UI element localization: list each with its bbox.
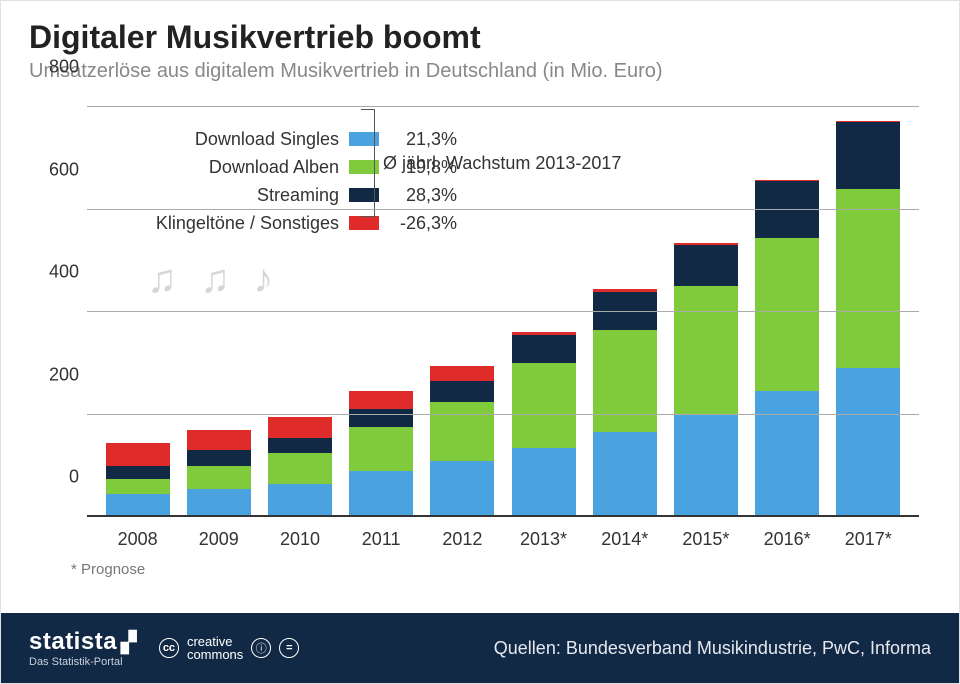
gridline [87,311,919,312]
bar-stack [512,332,576,517]
bar-group [106,443,170,517]
bar-stack [268,417,332,517]
gridline [87,414,919,415]
x-tick-label: 2015* [674,521,738,557]
bar-segment-singles [268,484,332,517]
bar-segment-ringtones [349,391,413,409]
y-tick-label: 0 [69,467,79,488]
bar-group [268,417,332,517]
bar-segment-ringtones [106,443,170,466]
bar-group [593,289,657,517]
x-tick-label: 2009 [187,521,251,557]
bar-group [349,391,413,517]
bar-segment-albums [593,330,657,433]
bar-segment-albums [349,427,413,471]
x-tick-label: 2013* [512,521,576,557]
bar-stack [187,430,251,517]
chart-footnote: * Prognose [29,557,931,586]
cc-by-icon: ⓘ [251,638,271,658]
bar-stack [430,366,494,517]
bar-segment-streaming [836,122,900,189]
y-tick-label: 400 [49,262,79,283]
bar-stack [106,443,170,517]
bar-segment-albums [268,453,332,484]
infographic-container: Digitaler Musikvertrieb boomt Umsatzerlö… [0,0,960,684]
bar-stack [593,289,657,517]
bar-segment-ringtones [430,366,494,381]
cc-label-bottom: commons [187,647,243,662]
bar-segment-albums [106,479,170,494]
bar-segment-ringtones [187,430,251,451]
gridline [87,209,919,210]
cc-label: creative commons [187,635,243,661]
bar-segment-albums [674,286,738,414]
bar-segment-albums [430,402,494,461]
bar-segment-streaming [755,181,819,237]
bar-segment-streaming [187,450,251,465]
bar-segment-albums [512,363,576,448]
gridline [87,106,919,107]
page-subtitle: Umsatzerlöse aus digitalem Musikvertrieb… [29,60,931,83]
x-tick-label: 2016* [755,521,819,557]
bar-segment-streaming [674,245,738,286]
x-tick-label: 2010 [268,521,332,557]
cc-license-block: cc creative commons ⓘ = [159,635,299,661]
x-tick-label: 2011 [349,521,413,557]
bar-segment-albums [755,238,819,392]
bar-segment-streaming [268,438,332,453]
x-tick-label: 2017* [836,521,900,557]
statista-brand: statista ▞ [29,628,137,656]
bar-segment-streaming [349,409,413,427]
bar-segment-singles [836,368,900,517]
bar-segment-streaming [106,466,170,479]
bar-group [430,366,494,517]
bar-segment-singles [593,432,657,517]
y-tick-label: 200 [49,364,79,385]
x-axis-labels: 2008 2009 2010 2011 2012 2013* 2014* 2015* 2016*… [87,521,919,557]
x-tick-label: 2008 [106,521,170,557]
chart-plot: Download Singles21,3%Download Alben19,8%… [39,107,919,557]
x-axis-line [87,515,919,517]
statista-logo: statista ▞ Das Statistik-Portal [29,628,137,668]
bar-segment-singles [430,461,494,517]
brand-text: statista [29,628,117,656]
brand-mark-icon: ▞ [121,630,137,655]
y-axis: 0200400600800 [39,107,87,517]
x-tick-label: 2012 [430,521,494,557]
bar-group [187,430,251,517]
bar-segment-albums [187,466,251,489]
brand-subtitle: Das Statistik-Portal [29,656,137,668]
bar-stack [755,180,819,517]
x-tick-label: 2014* [593,521,657,557]
bar-segment-singles [674,415,738,518]
bar-segment-singles [349,471,413,517]
bars-container [87,107,919,517]
bar-segment-streaming [512,335,576,363]
bar-segment-singles [512,448,576,517]
bar-group [755,180,819,517]
footer: statista ▞ Das Statistik-Portal cc creat… [1,613,959,683]
bar-segment-ringtones [268,417,332,438]
page-title: Digitaler Musikvertrieb boomt [29,19,931,56]
cc-nd-icon: = [279,638,299,658]
cc-badge-icon: cc [159,638,179,658]
bar-segment-singles [187,489,251,517]
bar-stack [674,243,738,517]
bar-stack [349,391,413,517]
bar-group [512,332,576,517]
bar-segment-singles [106,494,170,517]
bar-segment-singles [755,391,819,517]
bar-segment-streaming [430,381,494,402]
bar-segment-albums [836,189,900,368]
y-tick-label: 600 [49,159,79,180]
bar-group [674,243,738,517]
bar-group [836,121,900,517]
header: Digitaler Musikvertrieb boomt Umsatzerlö… [1,1,959,97]
chart-area: Download Singles21,3%Download Alben19,8%… [1,97,959,613]
bar-stack [836,121,900,517]
y-tick-label: 800 [49,57,79,78]
sources-label: Quellen: Bundesverband Musikindustrie, P… [494,638,931,659]
